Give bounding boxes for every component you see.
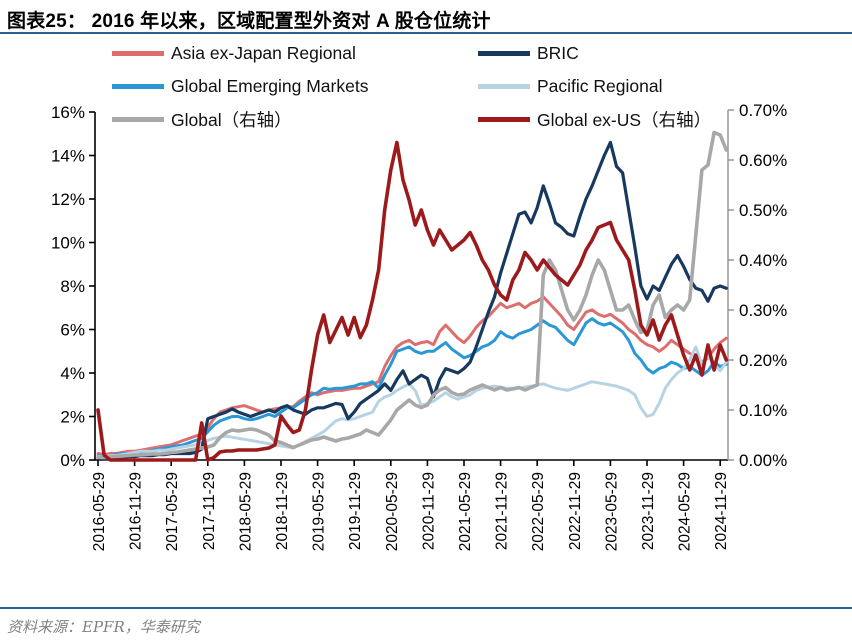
left-tick-label: 8% <box>60 277 85 296</box>
left-tick-label: 12% <box>51 190 85 209</box>
series-line-global-ex-us- <box>96 140 729 462</box>
left-tick-label: 16% <box>51 103 85 122</box>
right-tick-label: 0.60% <box>739 151 787 170</box>
x-tick-label: 2024-05-29 <box>677 472 694 551</box>
legend-label: Asia ex-Japan Regional <box>171 42 356 63</box>
x-tick-label: 2021-05-29 <box>457 472 474 551</box>
legend-swatch <box>478 50 530 56</box>
x-tick-label: 2016-11-29 <box>128 472 145 550</box>
left-tick-label: 0% <box>60 451 85 470</box>
right-tick-label: 0.20% <box>739 351 787 370</box>
x-tick-label: 2024-11-29 <box>713 472 730 550</box>
right-tick-label: 0.10% <box>739 401 787 420</box>
legend-item: Pacific Regional <box>478 74 772 98</box>
x-tick-label: 2020-05-29 <box>384 472 401 551</box>
series-line-asia-ex-japan-regional <box>96 295 728 457</box>
legend-item: BRIC <box>478 41 772 65</box>
legend-label: Global ex-US（右轴） <box>537 109 712 130</box>
x-tick-label: 2019-05-29 <box>311 472 328 551</box>
x-tick-label: 2022-05-29 <box>530 472 547 551</box>
legend-swatch <box>478 116 530 122</box>
legend-item: Asia ex-Japan Regional <box>112 41 478 65</box>
x-tick-label: 2023-11-29 <box>640 472 657 550</box>
series-line-bric <box>96 140 728 461</box>
legend-label: Pacific Regional <box>537 75 663 96</box>
x-tick-label: 2018-05-29 <box>237 472 254 551</box>
left-tick-label: 6% <box>60 321 85 340</box>
right-tick-label: 0.70% <box>739 101 787 120</box>
legend-label: Global Emerging Markets <box>171 75 369 96</box>
legend-item: Global（右轴） <box>112 107 478 131</box>
chart-legend: Asia ex-Japan Regional BRIC Global Emergin… <box>112 41 772 131</box>
legend-swatch <box>112 83 164 89</box>
legend-swatch <box>112 116 164 122</box>
source-note: 资料来源：EPFR，华泰研究 <box>7 618 200 636</box>
legend-label: Global（右轴） <box>171 109 292 130</box>
legend-swatch <box>112 50 164 56</box>
legend-item: Global Emerging Markets <box>112 74 478 98</box>
series-line-global- <box>96 130 729 460</box>
x-tick-label: 2016-05-29 <box>91 472 108 551</box>
title-divider <box>0 32 852 34</box>
legend-item: Global ex-US（右轴） <box>478 107 772 131</box>
x-tick-label: 2018-11-29 <box>274 472 291 550</box>
x-tick-label: 2020-11-29 <box>420 472 437 550</box>
right-tick-label: 0.50% <box>739 201 787 220</box>
footer-divider <box>0 607 852 609</box>
x-tick-label: 2021-11-29 <box>494 472 511 550</box>
x-tick-label: 2017-11-29 <box>201 472 218 550</box>
right-tick-label: 0.30% <box>739 301 787 320</box>
left-tick-label: 4% <box>60 364 85 383</box>
page-title: 图表25： 2016 年以来，区域配置型外资对 A 股仓位统计 <box>7 11 491 32</box>
x-tick-label: 2023-05-29 <box>603 472 620 551</box>
left-tick-label: 10% <box>51 234 85 253</box>
legend-swatch <box>478 83 530 89</box>
right-tick-label: 0.40% <box>739 251 787 270</box>
legend-label: BRIC <box>537 42 579 63</box>
left-tick-label: 14% <box>51 147 85 166</box>
x-tick-label: 2019-11-29 <box>347 472 364 550</box>
right-tick-label: 0.00% <box>739 451 787 470</box>
x-tick-label: 2017-05-29 <box>164 472 181 551</box>
left-tick-label: 2% <box>60 408 85 427</box>
x-tick-label: 2022-11-29 <box>567 472 584 550</box>
